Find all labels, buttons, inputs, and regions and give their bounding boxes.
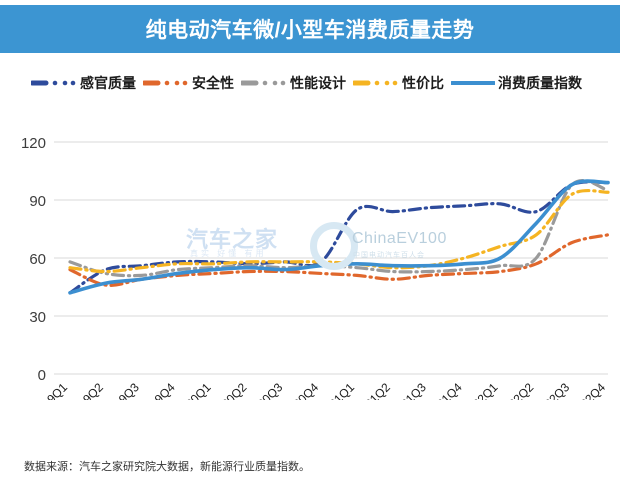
data-source-note: 数据来源：汽车之家研究院大数据，新能源行业质量指数。 <box>24 461 310 473</box>
x-axis-tick-label: 2020Q4 <box>281 380 321 400</box>
x-axis-tick-label: 2020Q3 <box>245 380 285 400</box>
legend-label: 消费质量指数 <box>498 75 582 91</box>
x-axis-tick-label: 2019Q3 <box>102 380 142 400</box>
legend-item-4[interactable]: 性价比 <box>351 73 444 93</box>
x-axis-tick-label: 2019Q2 <box>66 380 106 400</box>
x-axis-ticks-group: 2019Q12019Q22019Q32019Q42020Q12020Q22020… <box>30 380 608 400</box>
legend-swatch-icon <box>351 76 399 90</box>
x-axis-tick-label: 2021Q4 <box>425 380 465 400</box>
x-axis-tick-label: 2021Q3 <box>389 380 429 400</box>
x-axis-tick-label: 2022Q2 <box>496 380 536 400</box>
y-axis-tick-label: 60 <box>29 251 46 268</box>
legend-label: 感官质量 <box>80 75 136 91</box>
page-title: 纯电动汽车微/小型车消费质量走势 <box>145 19 475 42</box>
legend-item-3[interactable]: 性能设计 <box>239 73 346 93</box>
y-axis-ticks-group: 0 30 60 90 120 <box>21 135 46 384</box>
series-line-1 <box>68 180 610 295</box>
x-axis-tick-label: 2019Q4 <box>138 380 178 400</box>
x-axis-tick-label: 2019Q1 <box>30 380 70 400</box>
legend-item-1[interactable]: 感官质量 <box>29 73 136 93</box>
chart-legend: 感官质量 安全性 性能设计 性价比 消费质量指数 <box>0 70 620 96</box>
y-axis-tick-label: 30 <box>29 309 46 326</box>
chart-title-bar: 纯电动汽车微/小型车消费质量走势 <box>0 5 620 53</box>
x-axis-tick-label: 2022Q3 <box>532 380 572 400</box>
gridlines-group <box>54 141 608 375</box>
legend-label: 性价比 <box>402 75 444 91</box>
legend-swatch-icon <box>29 76 77 90</box>
legend-item-2[interactable]: 安全性 <box>141 73 234 93</box>
x-axis-tick-label: 2020Q1 <box>173 380 213 400</box>
legend-label: 安全性 <box>192 75 234 91</box>
y-axis-tick-label: 90 <box>29 193 46 210</box>
legend-swatch-icon <box>141 76 189 90</box>
legend-label: 性能设计 <box>290 75 346 91</box>
legend-swatch-icon <box>450 76 496 90</box>
x-axis-tick-label: 2020Q2 <box>209 380 249 400</box>
legend-item-5[interactable]: 消费质量指数 <box>450 73 582 93</box>
y-axis-tick-label: 0 <box>38 367 46 384</box>
x-axis-tick-label: 2021Q1 <box>317 380 357 400</box>
legend-swatch-icon <box>239 76 287 90</box>
x-axis-tick-label: 2021Q2 <box>353 380 393 400</box>
y-axis-tick-label: 120 <box>21 135 46 152</box>
data-series-group <box>68 178 610 295</box>
x-axis-tick-label: 2022Q1 <box>460 380 500 400</box>
x-axis-tick-label: 2022Q4 <box>568 380 608 400</box>
